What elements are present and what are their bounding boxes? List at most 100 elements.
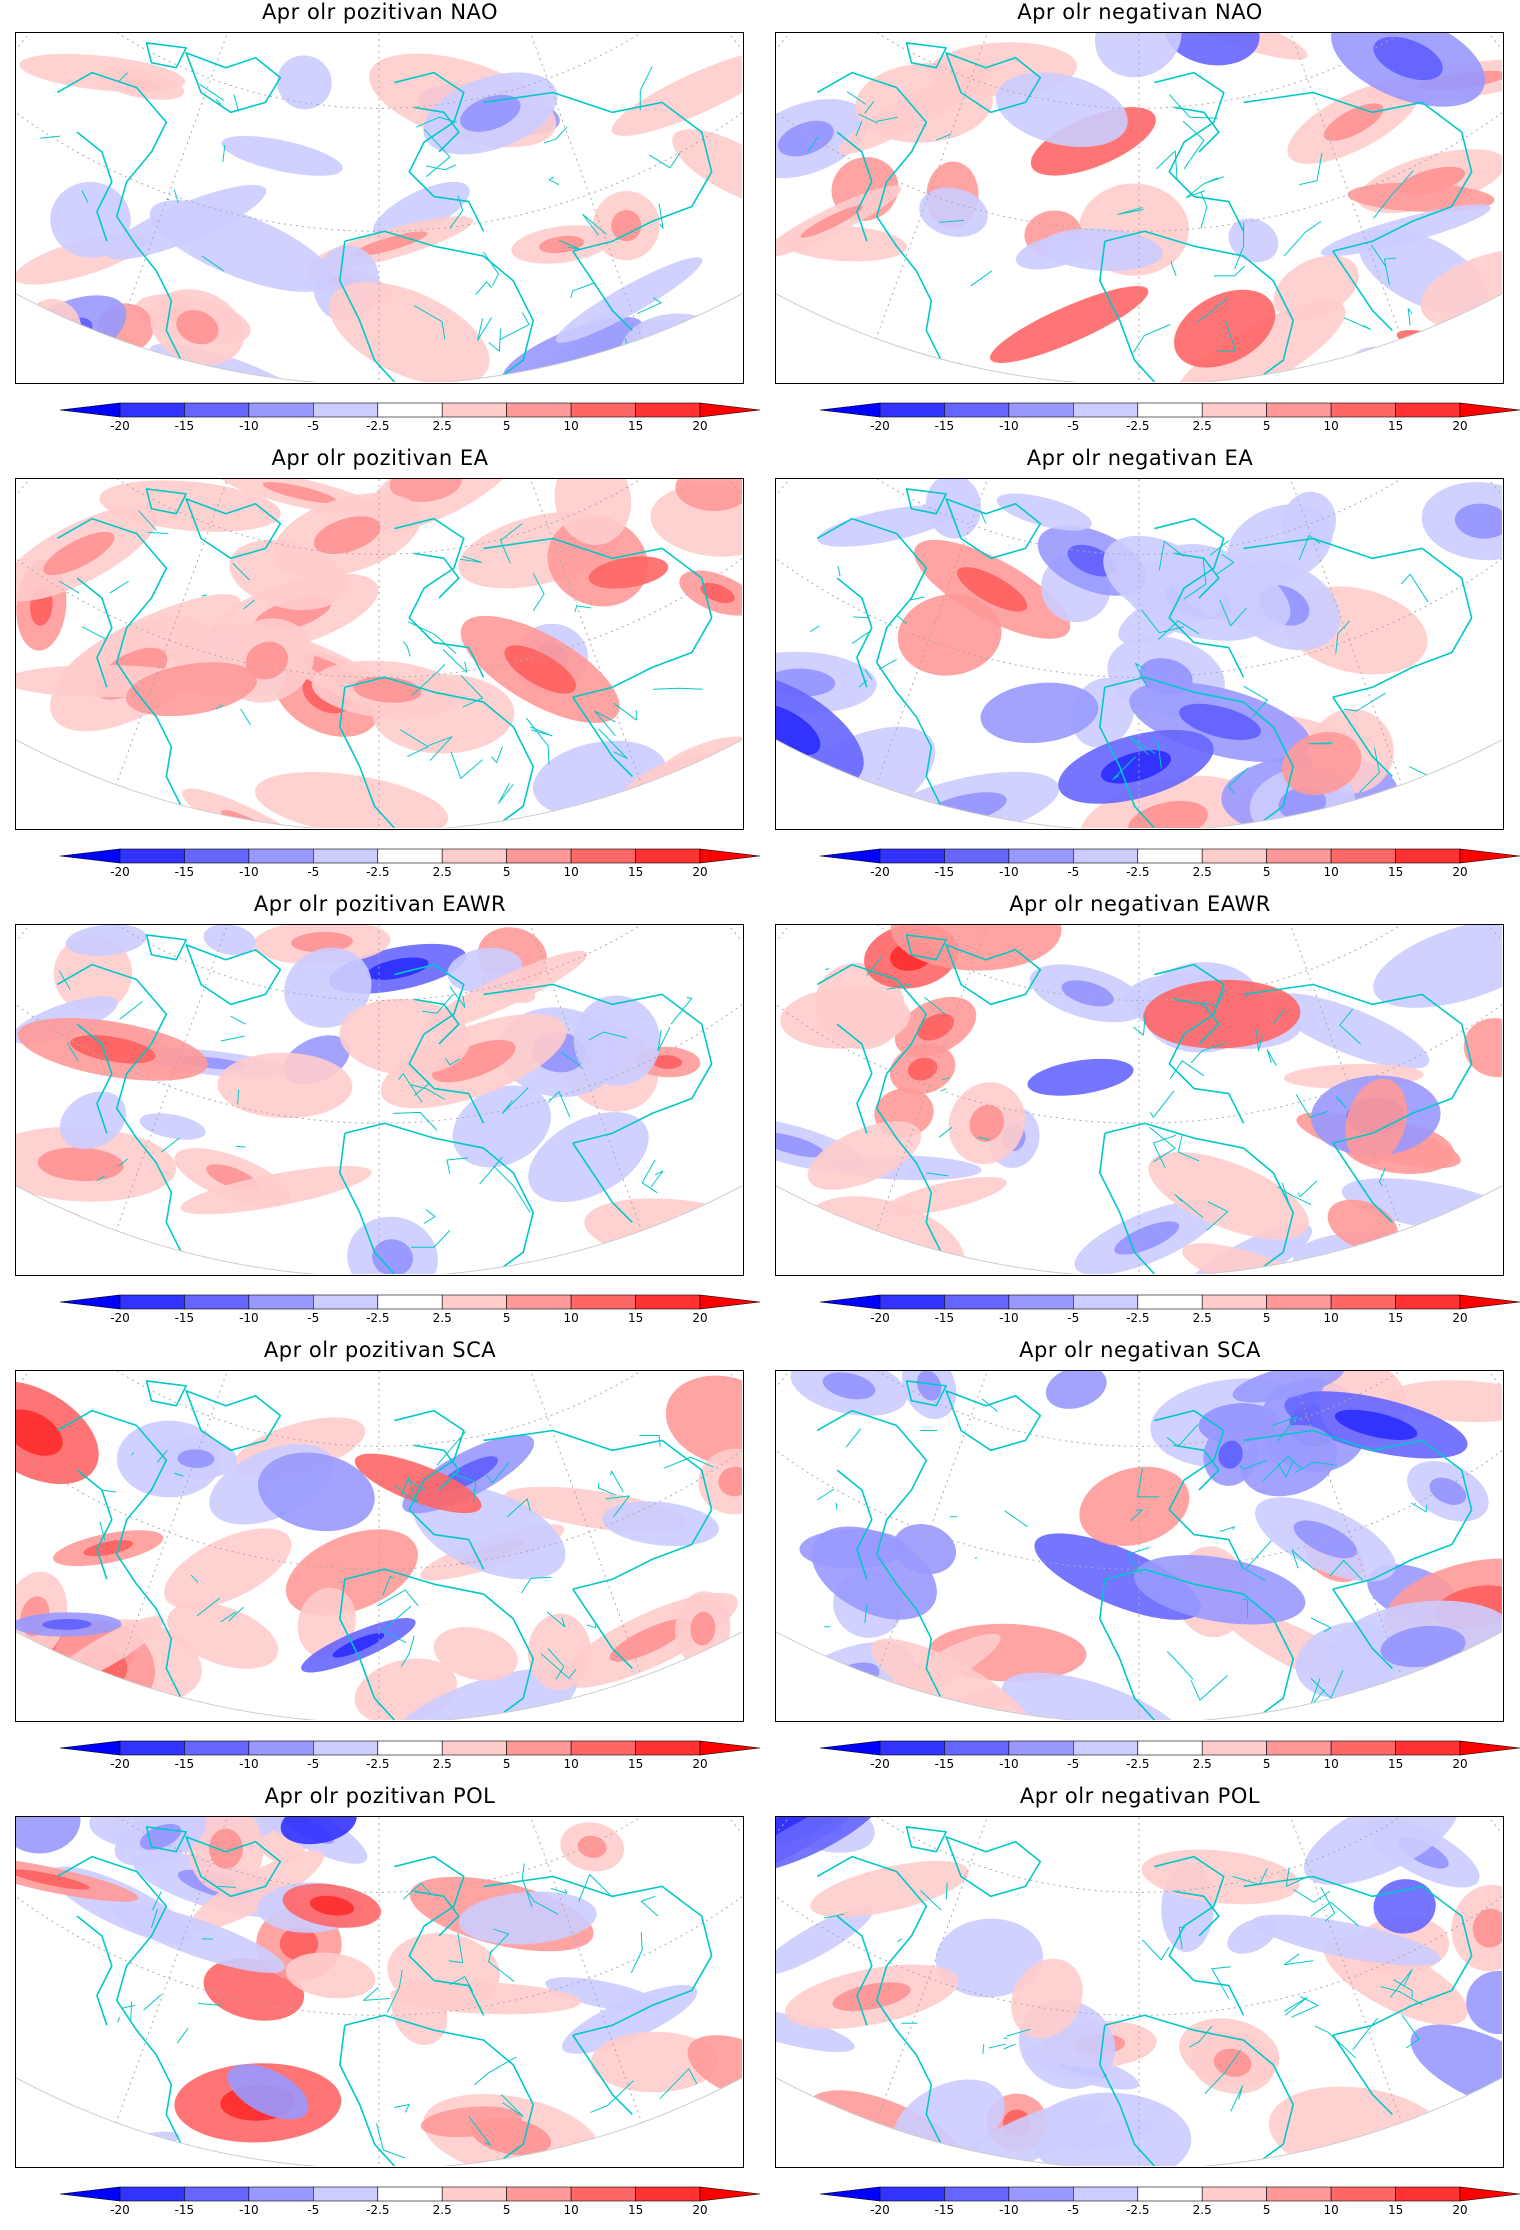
positive-anomaly-region [354,1453,482,1514]
panel-title: Apr olr pozitivan EA [271,446,489,470]
colorbar-tick-label: 10 [1323,865,1338,879]
coastlines [56,488,713,828]
colorbar-tick-label: -10 [239,1757,259,1771]
negative-anomaly-core [1293,1520,1358,1559]
colorbar: -20 -15 -10 -5 -2.5 2.5 5 10 15 20 [59,2179,761,2219]
colorbar-tick-label: -10 [239,2203,259,2217]
colorbar-segment [377,1294,443,1310]
coastlines [810,488,1473,828]
negative-anomaly-core [1380,1625,1466,1668]
colorbar-segment [119,1294,185,1310]
coastlines [40,42,713,382]
colorbar-segment [1008,402,1074,418]
positive-anomaly-core [1213,2048,1252,2077]
positive-anomaly-region [1079,1466,1190,1546]
positive-anomaly-core [16,1869,90,1890]
colorbar-tick-label: 5 [1263,2203,1271,2217]
colorbar-right-extension [699,2186,761,2202]
negative-anomaly-region [1282,491,1337,553]
colorbar-segment [441,848,507,864]
negative-anomaly-core [460,94,521,132]
graticule [16,479,742,828]
colorbar-right-extension [1459,402,1520,418]
colorbar-tick-label: -10 [999,865,1019,879]
negative-anomaly-core [917,1371,942,1401]
positive-anomaly-region [855,63,993,143]
colorbar-segment [506,848,572,864]
map-panel: Apr olr pozitivan SCA -20 -15 -10 -5 -2.5 2.5 5… [0,1338,761,1784]
negative-anomaly-region [817,505,956,547]
olr-anomaly-map [16,33,742,382]
positive-anomaly-core [208,1828,243,1869]
negative-anomaly-core [42,1618,92,1630]
colorbar-segment [1266,848,1332,864]
negative-anomaly-region [105,184,267,260]
colorbar-tick-label: 5 [503,865,511,879]
graticule [776,925,1502,1274]
colorbar-tick-label: 15 [628,1311,643,1325]
positive-anomaly-region [254,771,449,828]
colorbar-segment [506,2186,572,2202]
colorbar-tick-label: 2.5 [1193,1757,1212,1771]
colorbar-left-extension [59,1740,121,1756]
negative-anomaly-region [980,682,1099,744]
map-panel: Apr olr negativan SCA -20 -15 -10 -5 -2.5 2.5 5… [760,1338,1520,1784]
colorbar-graphic: -20 -15 -10 -5 -2.5 2.5 5 10 15 20 [59,848,761,879]
anomaly-field [776,1817,1502,2166]
graticule [16,33,742,382]
positive-anomaly-core [352,231,428,257]
colorbar-tick-label: 10 [1323,1757,1338,1771]
colorbar-tick-label: -5 [307,419,319,433]
colorbar-segment [1137,848,1203,864]
colorbar-tick-label: 2.5 [433,1311,452,1325]
colorbar-tick-label: 15 [628,419,643,433]
olr-anomaly-map [776,33,1502,382]
colorbar-segment [1137,1740,1203,1756]
colorbar-left-extension [819,402,881,418]
colorbar-segment [570,1740,636,1756]
colorbar-tick-label: 10 [563,419,578,433]
colorbar-tick-label: 20 [1452,1311,1467,1325]
colorbar-segment [879,402,945,418]
colorbar-segment [1395,402,1461,418]
colorbar-segment [119,1740,185,1756]
colorbar-left-extension [59,402,121,418]
colorbar-tick-label: 2.5 [433,419,452,433]
colorbar-tick-label: -20 [110,865,130,879]
colorbar-right-extension [699,402,761,418]
colorbar-tick-label: 2.5 [1193,1311,1212,1325]
colorbar-tick-label: -5 [1067,1757,1079,1771]
colorbar-tick-label: 2.5 [433,1757,452,1771]
colorbar-tick-label: -2.5 [366,1757,389,1771]
colorbar-segment [635,848,701,864]
map-frame [15,478,744,830]
positive-anomaly-region [167,1602,279,1669]
positive-anomaly-core [37,1147,124,1182]
positive-anomaly-region [1463,1018,1502,1078]
colorbar-tick-label: -20 [870,2203,890,2217]
colorbar-segment [377,1740,443,1756]
graticule [16,1817,742,2166]
panel-title: Apr olr negativan EAWR [1009,892,1271,916]
negative-anomaly-region [16,2119,113,2166]
negative-anomaly-region [1232,1371,1345,1403]
positive-anomaly-core [262,482,337,504]
colorbar-tick-label: 5 [503,2203,511,2217]
positive-anomaly-core [1128,800,1208,828]
coastlines [806,42,1473,382]
map-frame [775,1370,1504,1722]
colorbar-tick-label: -20 [870,865,890,879]
negative-anomaly-region [776,333,858,377]
positive-anomaly-core [969,1104,1005,1142]
positive-anomaly-core [83,1540,134,1557]
negative-anomaly-region [280,1817,357,1845]
colorbar-segment [570,402,636,418]
positive-anomaly-region [190,1850,324,1931]
negative-anomaly-core [776,704,821,756]
positive-anomaly-core [718,1466,742,1497]
positive-anomaly-region [611,49,742,136]
anomaly-field [16,1371,742,1720]
colorbar-tick-label: 5 [503,1757,511,1771]
colorbar-segment [879,848,945,864]
colorbar-left-extension [819,1740,881,1756]
